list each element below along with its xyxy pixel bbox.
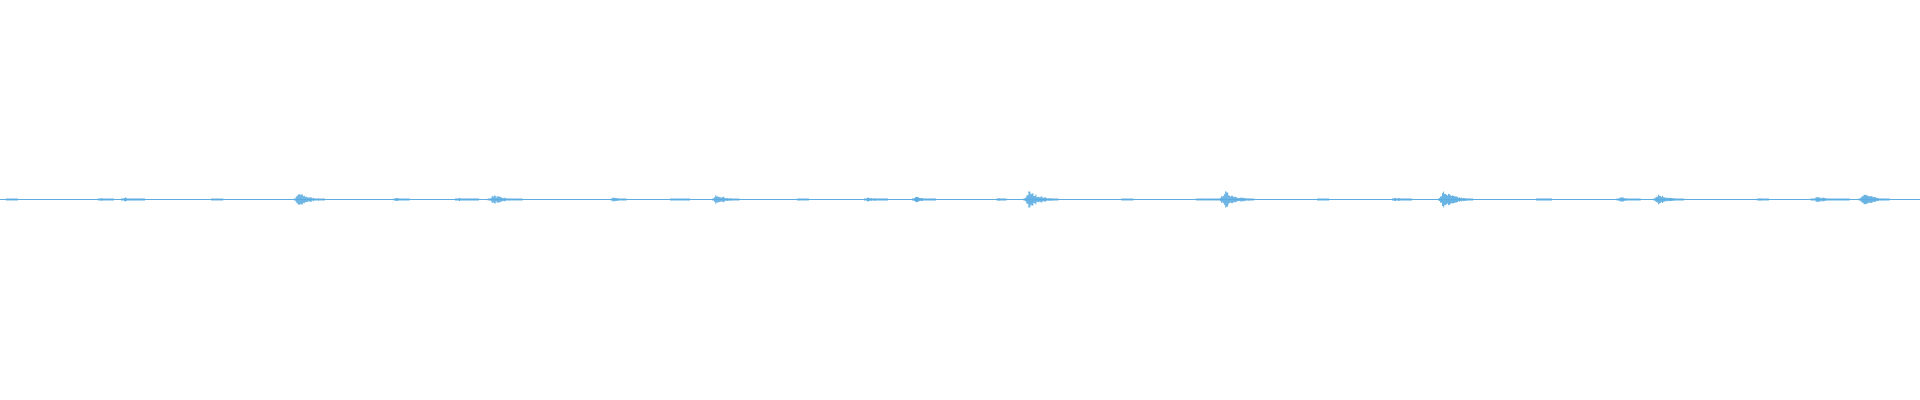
waveform-burst bbox=[1756, 198, 1769, 201]
waveform-burst bbox=[293, 194, 325, 205]
waveform-burst bbox=[5, 198, 18, 201]
waveform-burst bbox=[996, 198, 1007, 201]
waveform-burst bbox=[1653, 194, 1685, 205]
waveform-burst bbox=[712, 195, 740, 204]
waveform-burst bbox=[670, 198, 691, 201]
waveform-burst bbox=[211, 198, 224, 201]
waveform-burst bbox=[1317, 198, 1330, 201]
waveform-burst bbox=[1616, 197, 1641, 202]
waveform-burst bbox=[864, 197, 888, 202]
waveform-burst bbox=[1392, 198, 1412, 201]
waveform-burst bbox=[1121, 198, 1134, 201]
waveform-burst bbox=[1858, 194, 1890, 205]
waveform-burst bbox=[455, 197, 479, 202]
waveform-burst bbox=[912, 196, 936, 203]
waveform-burst bbox=[1810, 197, 1850, 202]
waveform-burst bbox=[1438, 191, 1474, 208]
waveform-burst bbox=[1196, 198, 1221, 201]
waveform-burst bbox=[796, 198, 809, 201]
waveform-burst bbox=[1023, 191, 1059, 208]
waveform-bursts bbox=[5, 191, 1890, 208]
waveform-burst bbox=[487, 195, 523, 204]
waveform-burst bbox=[121, 197, 145, 202]
waveform-burst bbox=[97, 198, 114, 201]
waveform-burst bbox=[610, 197, 627, 202]
waveform-burst bbox=[1219, 191, 1255, 208]
waveform-burst bbox=[1536, 198, 1552, 201]
waveform-burst bbox=[393, 198, 410, 201]
